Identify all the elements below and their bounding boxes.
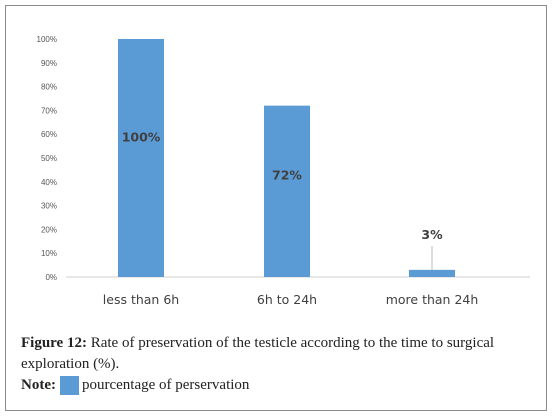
y-tick-label: 10% [41, 249, 57, 258]
figure-caption: Figure 12: Rate of preservation of the t… [21, 333, 533, 375]
category-label: less than 6h [103, 292, 179, 307]
figure-number: Figure 12: [21, 335, 87, 351]
y-tick-label: 30% [41, 202, 57, 211]
bar-chart: 0% 10% 20% 30% 40% 50% 60% 70% 80% 90% 100% 100% 72… [37, 35, 530, 307]
category-label: more than 24h [386, 292, 479, 307]
figure-note: Note: pourcentage of perservation [21, 375, 249, 396]
bar [264, 105, 310, 277]
y-tick-label: 40% [41, 178, 57, 187]
y-tick-label: 70% [41, 106, 57, 115]
bar [409, 269, 455, 277]
data-label: 72% [272, 167, 302, 182]
bar [118, 39, 164, 277]
y-tick-label: 90% [41, 59, 57, 68]
legend-swatch [59, 376, 79, 395]
y-tick-label: 60% [41, 130, 57, 139]
legend-text: pourcentage of perservation [81, 377, 250, 393]
y-tick-label: 100% [37, 35, 57, 44]
category-label: 6h to 24h [257, 292, 317, 307]
y-tick-label: 20% [41, 225, 57, 234]
data-label: 3% [421, 227, 443, 242]
data-label: 100% [122, 129, 161, 144]
y-tick-label: 50% [41, 154, 57, 163]
y-tick-label: 80% [41, 83, 57, 92]
y-tick-label: 0% [45, 273, 57, 282]
figure-caption-text: Rate of preservation of the testicle acc… [21, 335, 495, 372]
note-label: Note: [21, 377, 56, 393]
